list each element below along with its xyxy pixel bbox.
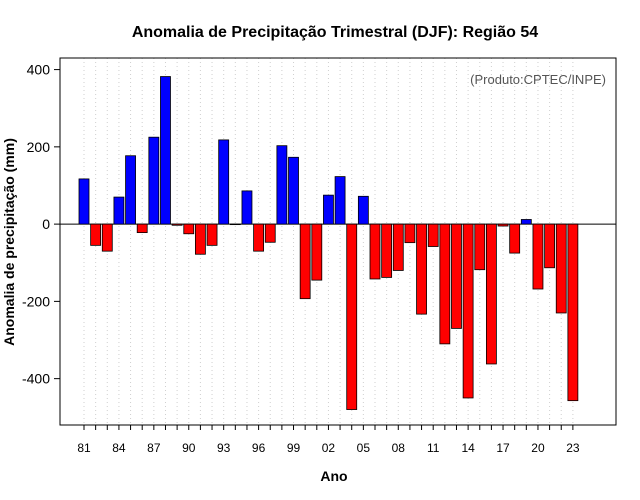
x-tick-label-1996: 96 [252,441,266,455]
bar-2021 [544,223,555,269]
bar-1981 [78,178,90,225]
x-axis: 81 84 87 90 93 96 99 02 05 08 11 14 17 20 23 [77,425,580,455]
y-tick-label-200: 200 [27,139,51,155]
bar-2016 [485,223,497,365]
y-tick-label-0: 0 [42,216,50,232]
bar-2020 [532,223,544,290]
bar-1996 [253,223,265,252]
bar-1990 [183,223,195,235]
x-axis-title: Ano [320,468,347,484]
y-tick-label--400: -400 [22,371,50,387]
bar-1992 [206,223,218,246]
x-tick-label-1990: 90 [182,441,196,455]
y-axis-title: Anomalia de precipitação (mm) [1,138,17,346]
bar-1999 [288,156,299,225]
bar-2023 [567,223,579,402]
bar-2014 [462,223,474,399]
bar-1989 [171,223,183,226]
bar-2006 [369,223,381,280]
x-tick-label-1993: 93 [217,441,231,455]
x-tick-label-2014: 14 [461,441,475,455]
bar-2015 [474,223,486,271]
bar-1997 [264,223,276,243]
y-tick-label-400: 400 [27,62,51,78]
bar-1991 [194,223,206,255]
bar-1998 [276,145,288,225]
x-tick-label-1981: 81 [77,441,91,455]
bar-2007 [381,223,393,278]
bar-1983 [101,223,113,252]
product-annotation: (Produto:CPTEC/INPE) [470,72,606,87]
bar-1982 [90,223,102,246]
bar-1986 [136,223,148,234]
x-tick-label-1999: 99 [287,441,301,455]
bar-2001 [311,223,323,281]
bar-2017 [497,223,509,227]
x-tick-label-2005: 05 [357,441,371,455]
bars [78,76,579,410]
bar-2003 [334,176,346,225]
y-axis: -400 -200 0 200 400 [22,62,60,387]
bar-2005 [357,195,369,225]
bar-1985 [125,155,136,225]
x-tick-label-1987: 87 [147,441,161,455]
y-tick-label--200: -200 [22,293,50,309]
bar-1993 [218,139,230,225]
bar-2013 [451,223,462,329]
vertical-gridlines [83,58,574,425]
bar-1984 [113,196,125,225]
bar-2012 [439,223,451,345]
bar-2004 [346,223,358,410]
bar-2019 [520,219,532,225]
x-tick-label-2017: 17 [496,441,510,455]
chart-title: Anomalia de Precipitação Trimestral (DJF… [132,24,538,41]
bar-1994 [229,223,241,226]
x-tick-label-2008: 08 [392,441,406,455]
bar-2002 [323,194,334,225]
bar-1995 [241,190,253,225]
bar-2011 [427,223,439,247]
bar-2009 [404,223,416,244]
x-tick-label-2011: 11 [427,441,440,455]
bar-2000 [299,223,311,300]
bar-2022 [555,223,567,314]
x-tick-label-2002: 02 [322,441,336,455]
x-tick-label-2023: 23 [566,441,580,455]
bar-2008 [392,223,404,271]
bar-2010 [416,223,427,315]
bar-1988 [160,76,171,225]
plot-frame [59,57,617,426]
x-tick-label-1984: 84 [112,441,126,455]
x-tick-label-2020: 20 [531,441,545,455]
bar-2018 [509,223,521,254]
bar-1987 [148,136,160,225]
